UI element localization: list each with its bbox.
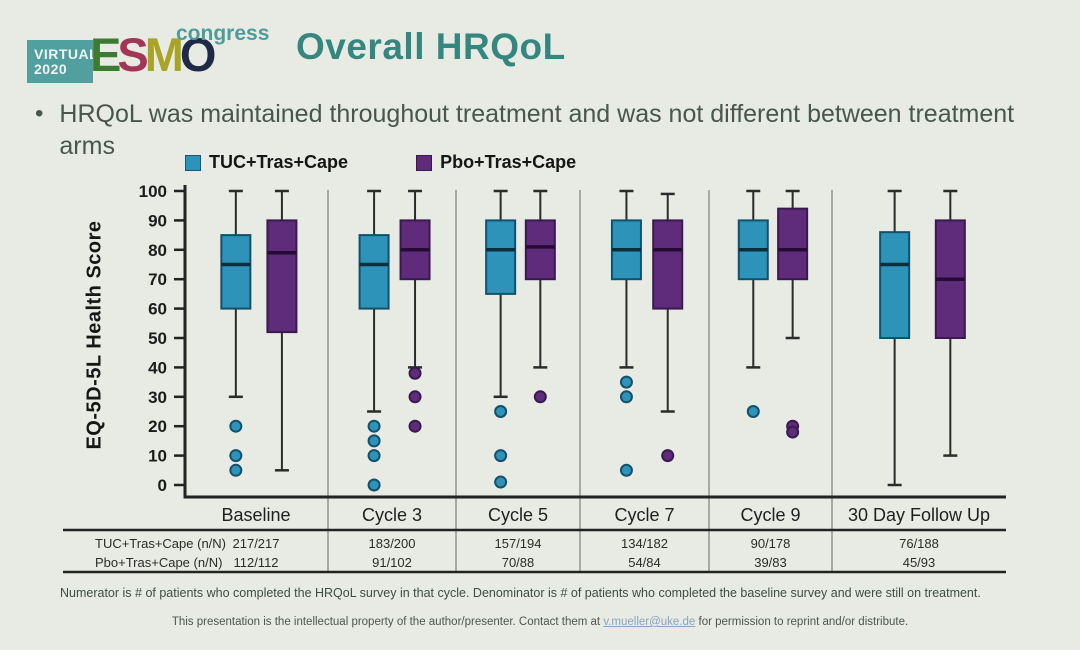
category-cycle3: Cycle 3 <box>361 505 423 525</box>
chart-legend: TUC+Tras+Cape Pbo+Tras+Cape <box>185 152 576 173</box>
svg-text:20: 20 <box>148 417 167 436</box>
table-cell: 183/200 <box>368 536 416 551</box>
category-cycle7: Cycle 7 <box>614 505 675 525</box>
esmo-letter-o: O <box>179 28 217 81</box>
legend-swatch-tuc-icon <box>185 154 201 171</box>
category-30day: 30 Day Follow Up <box>847 505 991 525</box>
esmo-letter-s: S <box>117 28 148 81</box>
page-title: Overall HRQoL <box>296 26 566 67</box>
category-cycle5: Cycle 5 <box>487 505 549 525</box>
category-row: Baseline Cycle 3 Cycle 5 Cycle 7 Cycle 9… <box>63 502 1006 528</box>
footnote: Numerator is # of patients who completed… <box>60 586 981 600</box>
table-cell: 39/83 <box>754 555 787 570</box>
virtual-year: 2020 <box>34 60 68 77</box>
svg-text:0: 0 <box>158 476 167 495</box>
table-cell: 54/84 <box>628 555 661 570</box>
esmo-logo: ESMO <box>90 28 217 81</box>
bullet-icon: • <box>35 100 44 127</box>
disclaimer: This presentation is the intellectual pr… <box>0 616 1080 628</box>
legend-item-tuc: TUC+Tras+Cape <box>185 152 348 173</box>
svg-text:80: 80 <box>148 241 167 260</box>
congress-label: congress <box>176 22 270 45</box>
table-row-label-pbo: Pbo+Tras+Cape (n/N) <box>95 555 223 570</box>
category-baseline: Baseline <box>221 505 291 525</box>
svg-text:40: 40 <box>148 358 167 377</box>
table-cell: 45/93 <box>902 555 936 570</box>
legend-swatch-pbo-icon <box>416 154 433 171</box>
svg-text:90: 90 <box>148 211 167 230</box>
category-spacer <box>63 502 184 528</box>
table-row-label-tuc: TUC+Tras+Cape (n/N) <box>95 536 226 551</box>
esmo-letter-e: E <box>90 28 121 81</box>
svg-text:100: 100 <box>139 182 167 201</box>
disclaimer-text-after: for permission to reprint and/or distrib… <box>695 616 909 628</box>
esmo-virtual-2020-badge: VIRTUAL 2020 <box>27 40 99 83</box>
table-cell: 76/188 <box>899 536 939 551</box>
bullet-text: HRQoL was maintained throughout treatmen… <box>59 100 1015 160</box>
bullet-row: • HRQoL was maintained throughout treatm… <box>35 98 1055 162</box>
virtual-label: VIRTUAL <box>34 45 99 62</box>
contact-email-link[interactable]: v.mueller@uke.de <box>603 616 696 628</box>
table-cell: 217/217 <box>232 536 280 551</box>
table-cell: 157/194 <box>494 536 542 551</box>
table-cell: 112/112 <box>233 555 279 570</box>
n-table: TUC+Tras+Cape (n/N) 217/217 183/200 157/… <box>63 534 1006 572</box>
disclaimer-text-before: This presentation is the intellectual pr… <box>171 616 604 628</box>
table-cell: 134/182 <box>621 536 668 551</box>
legend-label-pbo: Pbo+Tras+Cape <box>440 152 577 172</box>
table-cell: 70/88 <box>501 555 535 570</box>
table-cell: 90/178 <box>750 536 791 551</box>
svg-text:60: 60 <box>148 300 167 319</box>
boxplot-chart: 0 10 20 30 40 50 60 70 80 90 100 <box>63 182 1006 574</box>
esmo-letter-m: M <box>144 28 184 81</box>
svg-text:50: 50 <box>148 329 167 348</box>
table-cell: 91/102 <box>372 555 412 570</box>
legend-label-tuc: TUC+Tras+Cape <box>209 152 349 172</box>
legend-item-pbo: Pbo+Tras+Cape <box>416 152 576 173</box>
category-cycle9: Cycle 9 <box>740 505 801 525</box>
svg-text:70: 70 <box>148 270 167 289</box>
svg-text:10: 10 <box>148 447 167 466</box>
svg-text:30: 30 <box>148 388 167 407</box>
